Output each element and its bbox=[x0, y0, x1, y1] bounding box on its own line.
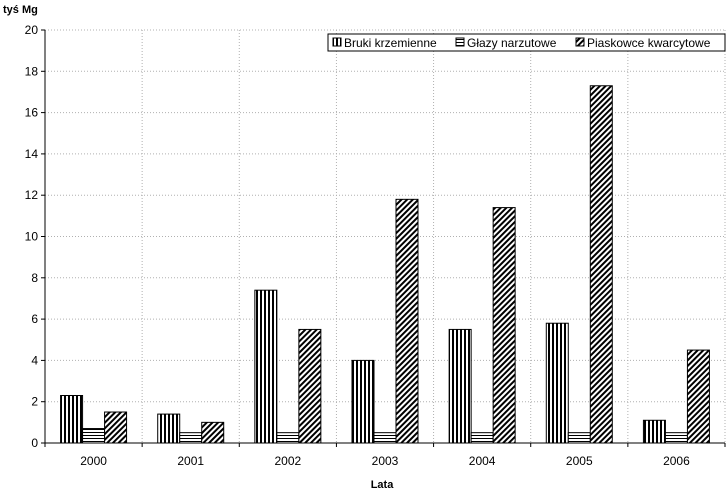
axes bbox=[41, 29, 726, 447]
x-tick-label: 2005 bbox=[566, 454, 593, 468]
bar-2006-2 bbox=[664, 432, 688, 444]
y-tick-label: 18 bbox=[25, 64, 39, 78]
legend-label: Piaskowce kwarcytowe bbox=[587, 36, 711, 50]
bar-2000-3 bbox=[104, 411, 128, 444]
legend-swatch bbox=[332, 37, 342, 47]
bar-2002-3 bbox=[298, 328, 322, 444]
bar-2004-2 bbox=[470, 432, 494, 444]
bar-2000-2 bbox=[82, 428, 106, 444]
bar-2002-2 bbox=[276, 432, 300, 444]
y-tick-label: 16 bbox=[25, 106, 39, 120]
bar-2000-1 bbox=[60, 395, 84, 444]
x-tick-label: 2001 bbox=[177, 454, 204, 468]
legend-swatch bbox=[575, 37, 585, 47]
y-tick-label: 8 bbox=[31, 271, 38, 285]
bar-2001-3 bbox=[201, 421, 225, 444]
y-tick-label: 20 bbox=[25, 23, 39, 37]
bar-2004-3 bbox=[492, 207, 516, 444]
legend-label: Bruki krzemienne bbox=[344, 36, 437, 50]
x-axis-title: Lata bbox=[371, 479, 395, 491]
tick-labels: 0 2 4 6 8 10 12 14 16 18 20 2000 2001 2002 2003 2004 200… bbox=[25, 23, 690, 468]
bar-2003-2 bbox=[373, 432, 397, 444]
y-axis-title: tyś Mg bbox=[3, 4, 38, 16]
x-tick-label: 2000 bbox=[80, 454, 107, 468]
bar-2002-1 bbox=[254, 289, 278, 444]
bar-2006-1 bbox=[642, 419, 666, 444]
y-tick-label: 0 bbox=[31, 436, 38, 450]
legend-box bbox=[327, 33, 726, 52]
legend: Bruki krzemienne Głazy narzutowe Piaskowce… bbox=[327, 33, 726, 52]
bar-2003-3 bbox=[395, 198, 419, 444]
x-tick-label: 2006 bbox=[663, 454, 690, 468]
y-tick-label: 4 bbox=[31, 353, 38, 367]
bar-2006-3 bbox=[686, 349, 710, 444]
bar-2005-1 bbox=[545, 322, 569, 444]
x-tick-label: 2003 bbox=[372, 454, 399, 468]
bar-2005-2 bbox=[567, 432, 591, 444]
bars bbox=[60, 85, 710, 444]
y-tick-label: 12 bbox=[25, 188, 39, 202]
y-tick-label: 2 bbox=[31, 395, 38, 409]
y-tick-label: 14 bbox=[25, 147, 39, 161]
legend-label: Głazy narzutowe bbox=[467, 36, 557, 50]
bar-2004-1 bbox=[448, 328, 472, 444]
y-tick-label: 6 bbox=[31, 312, 38, 326]
x-tick-label: 2004 bbox=[469, 454, 496, 468]
bar-2005-3 bbox=[589, 85, 613, 444]
bar-2001-2 bbox=[179, 432, 203, 444]
grid-lines bbox=[45, 29, 726, 443]
legend-swatch bbox=[455, 37, 465, 47]
bar-2001-1 bbox=[157, 413, 181, 444]
y-tick-label: 10 bbox=[25, 230, 39, 244]
bar-2003-1 bbox=[351, 359, 375, 444]
x-tick-label: 2002 bbox=[275, 454, 302, 468]
